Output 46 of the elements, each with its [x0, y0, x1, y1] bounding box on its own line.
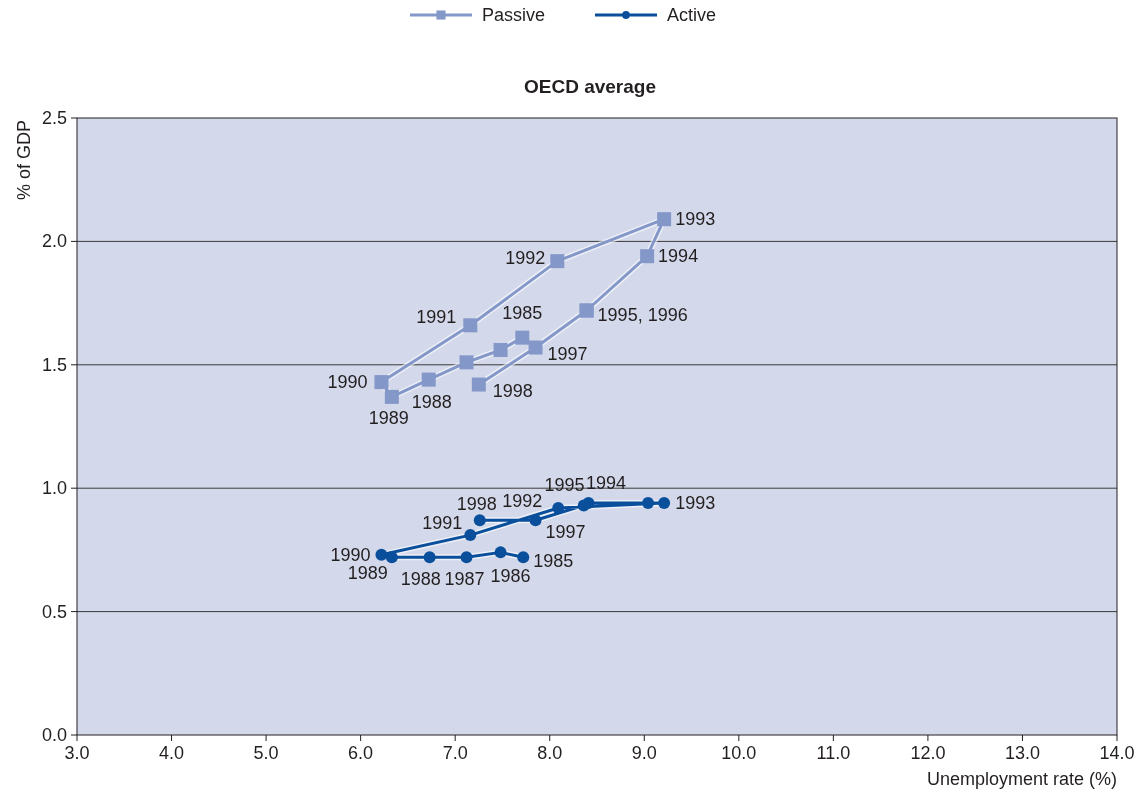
annotation: 1993: [675, 493, 716, 514]
x-tick-label: 7.0: [442, 743, 468, 763]
annotation: 1985: [533, 551, 574, 572]
x-tick-label: 12.0: [910, 743, 946, 763]
x-tick-label: 14.0: [1099, 743, 1134, 763]
y-axis-title: % of GDP: [14, 119, 34, 201]
annotation: 1995, 1996: [597, 304, 688, 325]
annotation: 1990: [330, 544, 371, 565]
x-tick-label: 4.0: [159, 743, 185, 763]
x-tick-label: 8.0: [537, 743, 563, 763]
x-tick-label: 10.0: [721, 743, 757, 763]
x-tick-label: 9.0: [631, 743, 657, 763]
x-tick-label: 11.0: [816, 743, 851, 763]
annotation: 1988: [400, 569, 441, 590]
annotation: 1987: [444, 569, 485, 590]
annotation: 1994: [658, 246, 699, 267]
legend-label: Passive: [482, 5, 546, 25]
x-tick-label: 6.0: [348, 743, 374, 763]
annotation: 1989: [347, 563, 388, 584]
annotation: 1998: [492, 380, 533, 401]
y-tick-label: 2.0: [41, 231, 67, 252]
legend-label: Active: [667, 5, 717, 25]
annotation: 1990: [327, 372, 368, 393]
y-tick-label: 0.5: [41, 601, 67, 622]
x-axis-title: Unemployment rate (%): [926, 769, 1117, 789]
x-tick-label: 5.0: [253, 743, 279, 763]
annotation: 1988: [411, 391, 452, 412]
chart-title: OECD average: [523, 75, 657, 97]
x-tick-label: 3.0: [64, 743, 90, 763]
y-tick-label: 1.0: [41, 478, 67, 499]
x-tick-label: 13.0: [1004, 743, 1040, 763]
annotation: 1991: [416, 307, 457, 328]
annotation: 1989: [368, 407, 409, 428]
annotation: 1992: [502, 490, 543, 511]
annotation: 1991: [422, 513, 463, 534]
annotation: 1992: [505, 248, 546, 269]
annotation: 1986: [490, 566, 531, 587]
annotation: 1985: [502, 302, 543, 323]
annotation: 1993: [675, 209, 716, 230]
annotation: 1994: [586, 473, 627, 494]
y-tick-label: 2.5: [41, 108, 67, 128]
y-tick-label: 1.5: [41, 354, 67, 375]
annotation: 1997: [547, 343, 588, 364]
y-tick-label: 0.0: [41, 725, 67, 745]
annotation: 1998: [456, 494, 497, 515]
annotation: 1997: [545, 522, 586, 543]
